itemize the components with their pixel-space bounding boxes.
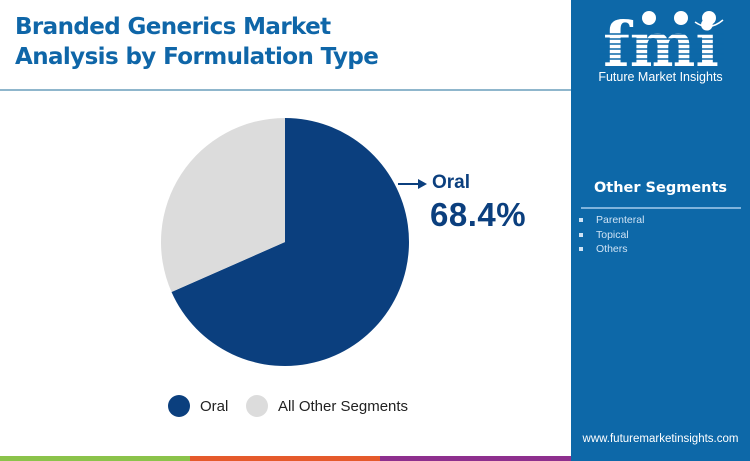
bullet-icon xyxy=(579,232,583,237)
title-line-2: Analysis by Formulation Type xyxy=(15,44,379,70)
globe-icon xyxy=(642,11,656,25)
legend-item-other: All Other Segments xyxy=(246,395,408,417)
title-line-1: Branded Generics Market xyxy=(15,14,331,40)
chart-title: Branded Generics Market Analysis by Form… xyxy=(15,12,475,72)
pie-slice-oral xyxy=(171,118,409,366)
legend-swatch-other xyxy=(246,395,268,417)
segment-item: Others xyxy=(579,242,644,257)
footer-bar-green xyxy=(0,456,190,461)
callout-value: 68.4% xyxy=(430,196,527,233)
legend-swatch-oral xyxy=(168,395,190,417)
footer-bar-purple xyxy=(380,456,571,461)
legend-label: Oral xyxy=(200,397,229,415)
logo-text: fmi xyxy=(603,8,719,68)
legend-label: All Other Segments xyxy=(278,397,409,415)
website-link[interactable]: www.futuremarketinsights.com xyxy=(582,433,739,445)
pie-chart xyxy=(161,118,427,366)
pie-slice-all-other-segments xyxy=(161,118,285,292)
globe-icon xyxy=(674,11,688,25)
other-segments-list: Parenteral Topical Others xyxy=(579,213,644,257)
sidebar: fmi Future Market Insights Other Segment… xyxy=(571,0,750,461)
callout-label: Oral xyxy=(432,172,471,193)
callout-arrow xyxy=(398,179,427,189)
footer-bar-orange xyxy=(190,456,380,461)
title-divider xyxy=(0,89,571,91)
legend-item-oral: Oral xyxy=(168,395,228,417)
bullet-icon xyxy=(579,247,583,252)
logo-subtitle: Future Market Insights xyxy=(598,70,723,84)
fmi-logo: fmi xyxy=(599,8,724,68)
segment-item: Topical xyxy=(579,228,644,243)
globe-icon xyxy=(702,11,716,25)
segment-item: Parenteral xyxy=(579,213,644,228)
bullet-icon xyxy=(579,218,583,223)
other-segments-title: Other Segments xyxy=(593,180,728,196)
segments-divider xyxy=(581,207,741,209)
